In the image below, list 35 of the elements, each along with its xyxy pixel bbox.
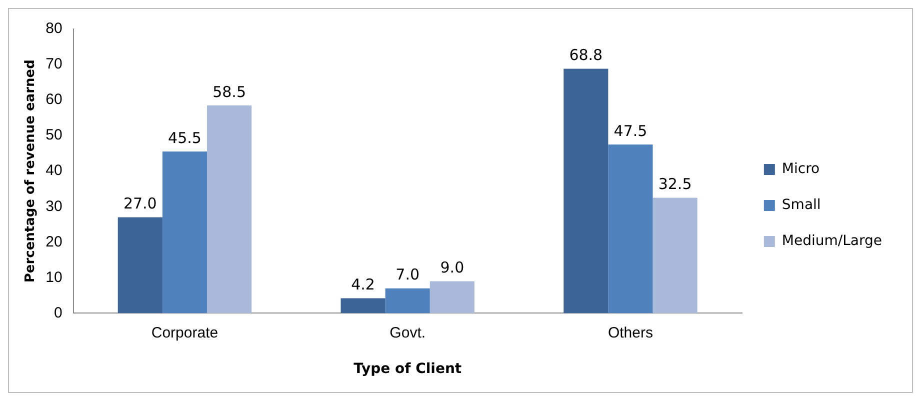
data-label: 45.5 xyxy=(168,128,202,147)
y-tick-label: 80 xyxy=(46,20,62,38)
y-tick-label: 40 xyxy=(46,162,62,180)
bar xyxy=(385,288,430,314)
data-label: 27.0 xyxy=(123,194,157,213)
bar xyxy=(652,198,698,314)
bar xyxy=(340,298,386,314)
y-tick-label: 10 xyxy=(46,268,62,286)
data-label: 7.0 xyxy=(396,266,420,284)
bar xyxy=(608,144,653,314)
data-label: 4.2 xyxy=(351,276,375,294)
y-axis-title: Percentage of revenue earned xyxy=(23,60,38,283)
y-tick-label: 20 xyxy=(46,233,62,250)
data-label: 47.5 xyxy=(614,122,648,140)
legend-label: Small xyxy=(782,197,821,214)
y-tick-label: 0 xyxy=(54,304,62,322)
data-label: 58.5 xyxy=(212,82,246,101)
x-axis-title: Type of Client xyxy=(354,361,462,378)
y-tick-label: 50 xyxy=(46,126,62,144)
legend-label: Medium/Large xyxy=(782,233,882,250)
x-tick-label: Govt. xyxy=(390,324,426,342)
bar xyxy=(430,281,474,314)
bar xyxy=(118,217,162,314)
bar xyxy=(162,152,208,314)
data-label: 9.0 xyxy=(440,258,464,277)
legend-label: Micro xyxy=(782,161,820,178)
x-tick-label: Corporate xyxy=(151,324,218,342)
data-label: 32.5 xyxy=(658,175,692,194)
bar xyxy=(207,105,252,314)
y-tick-label: 30 xyxy=(46,198,62,215)
y-tick-label: 60 xyxy=(46,91,62,108)
bar xyxy=(564,68,608,314)
y-tick-label: 70 xyxy=(46,56,62,73)
data-label: 68.8 xyxy=(569,46,603,64)
x-tick-label: Others xyxy=(608,324,653,342)
